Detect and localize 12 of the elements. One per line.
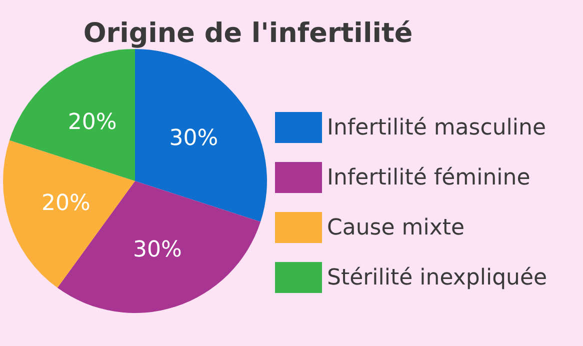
data-label: 20% (68, 110, 117, 135)
pie-slice (135, 49, 267, 222)
pie-slice (9, 49, 135, 181)
pie-slice (3, 140, 135, 288)
legend-label: Infertilité féminine (327, 166, 530, 190)
legend-label: Stérilité inexpliquée (327, 266, 548, 290)
data-label: 20% (42, 190, 90, 216)
data-label: 30% (169, 126, 218, 151)
legend-label: Cause mixte (327, 216, 464, 240)
chart-title: Origine de l'infertilité (83, 18, 413, 49)
data-label: 30% (132, 238, 182, 263)
legend-label: Infertilité masculine (327, 116, 546, 140)
